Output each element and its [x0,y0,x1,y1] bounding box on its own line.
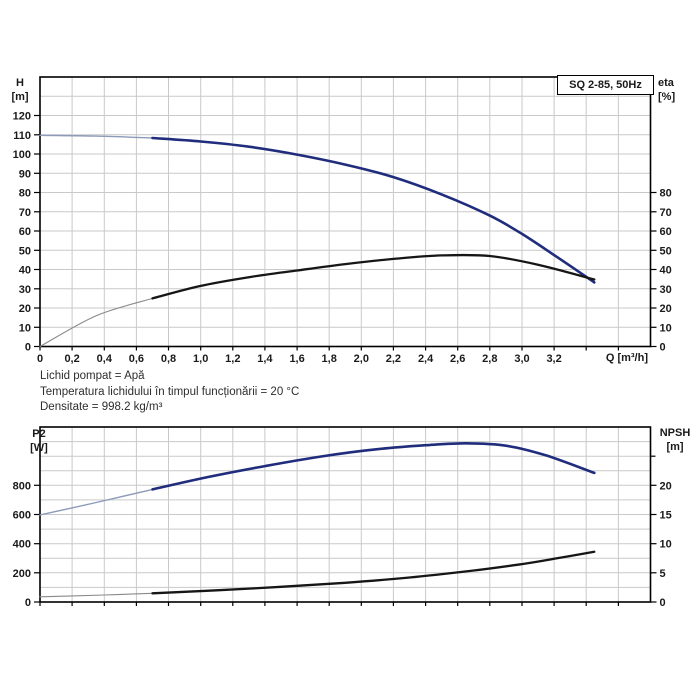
left-tick-label: 800 [13,480,31,492]
bottom-left-axis-title: P2 [W] [22,427,56,455]
curve-eta-thin [39,297,154,348]
right-tick-label: 5 [660,568,666,580]
x-tick-label: 0,2 [64,353,79,365]
left-tick-label: 100 [13,149,31,161]
chart-frame-1 [39,76,652,348]
left-tick-label: 40 [19,265,31,277]
x-tick-label: 1,0 [193,353,208,365]
left-tick-label: 80 [19,188,31,200]
left-tick-label: 120 [13,111,31,123]
curve-NPSH-thin [39,592,154,598]
x-tick-label: 3,2 [546,353,561,365]
x-tick-label: 2,8 [482,353,497,365]
right-tick-label: 20 [660,480,672,492]
left-tick-label: 20 [19,303,31,315]
left-tick-label: 0 [25,597,31,609]
right-tick-label: 0 [660,342,666,354]
x-tick-label: 3,0 [514,353,529,365]
x-tick-label: 2,4 [418,353,434,365]
left-tick-label: 90 [19,168,31,180]
right-tick-label: 30 [660,284,672,296]
curve-eta [151,253,596,300]
x-tick-label: 0,8 [161,353,176,365]
x-tick-label: 2,2 [386,353,401,365]
axis-title-eta-unit: [%] [658,91,676,103]
curve-H-thin [39,134,154,139]
axis-tick-labels-chart2: 0 200 400 600 800 0 5 10 15 20 [13,480,672,609]
right-tick-label: 60 [660,226,672,238]
axis-title-p2: P2 [32,428,46,440]
x-tick-label: 0,6 [129,353,144,365]
curve-NPSH [151,550,596,595]
axis-title-npsh-unit: [m] [666,441,684,453]
curve-P1-thin [39,488,154,516]
bottom-right-axis-title: NPSH [m] [652,426,698,454]
top-right-axis-title: eta [%] [658,76,698,104]
right-tick-label: 40 [660,265,672,277]
right-tick-label: 0 [660,597,666,609]
left-tick-label: 50 [19,245,31,257]
x-axis-title-q: Q [m³/h] [605,352,648,364]
right-tick-label: 50 [660,245,672,257]
left-tick-label: 400 [13,539,31,551]
right-tick-label: 80 [660,188,672,200]
right-tick-label: 10 [660,539,672,551]
axis-title-eta: eta [658,77,674,89]
left-tick-label: 600 [13,510,31,522]
info-line-liquid: Lichid pompat = Apă [40,370,145,382]
info-line-temperature: Temperatura lichidului în timpul funcțio… [40,385,300,398]
x-tick-label: 1,4 [257,353,273,365]
left-tick-label: 30 [19,284,31,296]
x-tick-label: 0,4 [97,353,113,365]
right-tick-label: 70 [660,207,672,219]
left-tick-label: 10 [19,322,31,334]
left-tick-label: 70 [19,207,31,219]
left-tick-label: 0 [25,342,31,354]
left-tick-label: 200 [13,568,31,580]
gridlines-chart1 [40,77,651,347]
left-tick-label: 110 [13,130,31,142]
axis-tick-labels-chart1: 0 0,2 0,4 0,6 0,8 1,0 1,2 1,4 1,6 1,8 2,0 2,2 2,4 2,6… [13,111,672,366]
x-tick-label: 2,6 [450,353,465,365]
left-tick-label: 60 [19,226,31,238]
axis-title-p2-unit: [W] [30,442,48,454]
info-line-density: Densitate = 998.2 kg/m³ [40,401,163,413]
pump-type-label: SQ 2-85, 50Hz [557,75,654,95]
curve-H [151,136,596,284]
liquid-info-block: Lichid pompat = Apă Temperatura lichidul… [40,369,299,416]
right-tick-label: 10 [660,322,672,334]
axis-ticks-chart1 [34,114,657,351]
right-tick-label: 15 [660,510,672,522]
x-tick-label: 1,6 [289,353,304,365]
right-tick-label: 20 [660,303,672,315]
axis-title-h-unit: [m] [11,91,29,103]
x-tick-label: 1,2 [225,353,240,365]
x-tick-label: 1,8 [322,353,337,365]
x-tick-label: 2,0 [354,353,369,365]
curve-P1 [151,441,596,491]
x-tick-label: 0 [37,353,43,365]
top-left-axis-title: H [m] [4,76,36,104]
axis-title-npsh: NPSH [659,427,691,439]
axis-title-h: H [16,77,24,89]
